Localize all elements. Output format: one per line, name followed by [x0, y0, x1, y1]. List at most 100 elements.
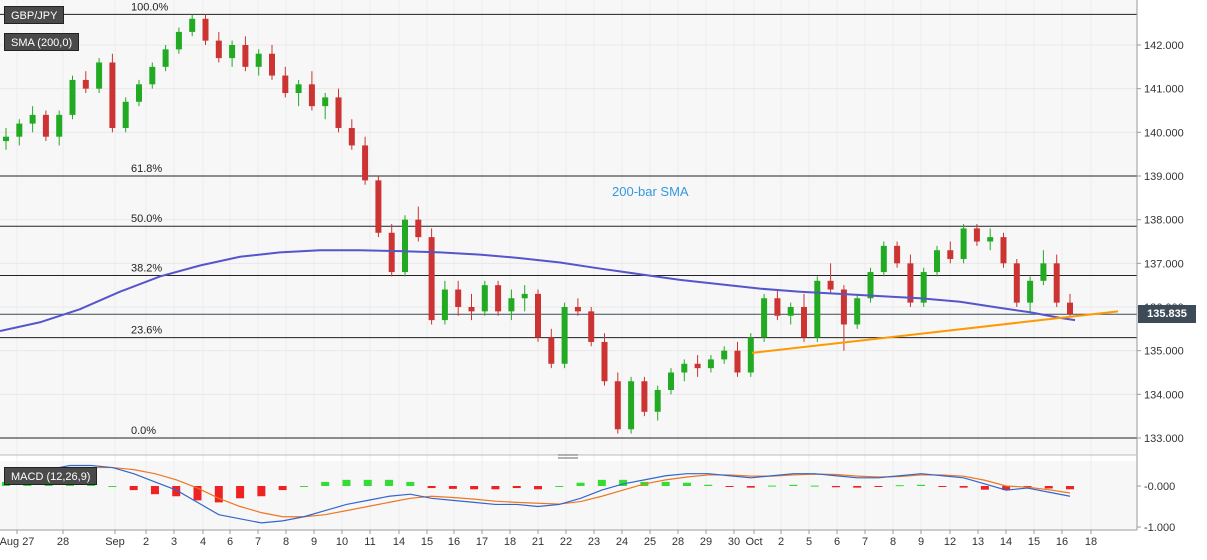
candle — [880, 241, 887, 277]
macd-histogram-bar — [236, 486, 245, 499]
candle — [973, 224, 980, 246]
macd-histogram-bar — [746, 486, 755, 488]
time-tick-label: 13 — [972, 536, 984, 548]
candle-body — [308, 84, 315, 107]
time-tick-label: 15 — [421, 536, 433, 548]
candle — [721, 346, 728, 364]
candle-body — [840, 289, 847, 325]
candle — [854, 293, 861, 329]
candle — [787, 302, 794, 325]
candle-body — [668, 372, 674, 390]
price-tick-label: 141.000 — [1144, 84, 1184, 96]
candle — [1040, 250, 1047, 286]
candle-body — [1000, 237, 1007, 264]
candle — [56, 110, 63, 146]
candle — [229, 40, 236, 67]
macd-badge[interactable]: MACD (12,26,9) — [4, 467, 98, 485]
macd-tick-label: -1.000 — [1144, 522, 1175, 534]
time-tick-label: 3 — [171, 536, 177, 548]
candle — [122, 97, 129, 133]
support-trendline — [751, 310, 1119, 354]
macd-histogram-bar — [342, 479, 351, 486]
candle — [441, 280, 448, 325]
candle-body — [787, 307, 794, 316]
candle-body — [747, 337, 754, 373]
candle-body — [535, 293, 541, 338]
candle — [335, 88, 342, 133]
time-tick-label: Sep — [105, 536, 125, 548]
candle-body — [109, 62, 116, 128]
time-tick-label: 18 — [1085, 536, 1097, 548]
time-tick-label: 8 — [283, 536, 289, 548]
time-tick-label: 24 — [616, 536, 628, 548]
time-tick-label: 14 — [1000, 536, 1012, 548]
time-tick-label: 30 — [728, 536, 740, 548]
candle-body — [269, 53, 275, 76]
sma-annotation: 200-bar SMA — [612, 184, 689, 199]
fibonacci-level-label: 23.6% — [131, 325, 162, 337]
time-tick-label: 23 — [588, 536, 600, 548]
price-tick-label: 133.000 — [1144, 433, 1184, 445]
fibonacci-level-label: 38.2% — [131, 263, 162, 275]
price-tick-label: 134.000 — [1144, 389, 1184, 401]
macd-histogram-bar — [768, 485, 777, 487]
candle — [535, 289, 541, 342]
sma-200-line — [0, 249, 1076, 332]
indicator-badge[interactable]: SMA (200,0) — [4, 33, 80, 51]
candle — [255, 49, 262, 76]
candle — [29, 106, 36, 133]
candle-body — [628, 381, 635, 430]
candle — [814, 276, 821, 342]
time-tick-label: 14 — [393, 536, 405, 548]
macd-histogram-bar — [448, 486, 457, 489]
candle — [1000, 232, 1007, 268]
candle — [668, 368, 674, 395]
candle-body — [1053, 263, 1060, 303]
candle-body — [96, 62, 103, 89]
macd-histogram-bar — [406, 481, 415, 486]
candle-body — [894, 245, 901, 264]
macd-histogram-bar — [278, 486, 287, 491]
candle — [495, 280, 502, 316]
candle-body — [801, 307, 807, 338]
candle-body — [734, 350, 741, 373]
candle-body — [521, 293, 528, 299]
candle-body — [56, 114, 63, 137]
candle — [269, 45, 275, 80]
price-tick-label: 137.000 — [1144, 258, 1184, 270]
candle-body — [375, 180, 382, 233]
time-tick-label: 9 — [918, 536, 924, 548]
candle — [920, 267, 927, 307]
macd-histogram-bar — [1002, 486, 1011, 491]
candle — [468, 293, 475, 321]
candle — [362, 136, 369, 185]
candle-body — [468, 307, 475, 312]
candle — [402, 215, 408, 277]
candle-body — [481, 285, 488, 312]
candle — [109, 53, 116, 133]
time-tick-label: 4 — [200, 536, 206, 548]
candle — [574, 298, 581, 316]
candle-body — [455, 289, 462, 307]
time-tick-label: Aug 27 — [0, 536, 34, 548]
candle — [801, 293, 807, 342]
candle — [96, 58, 103, 94]
panel-resize-handle[interactable] — [558, 454, 578, 459]
time-tick-label: 2 — [143, 536, 149, 548]
fibonacci-level-label: 0.0% — [131, 425, 156, 437]
macd-histogram-bar — [810, 485, 819, 487]
candle-body — [1067, 302, 1073, 314]
candle-body — [867, 272, 874, 299]
candle — [322, 93, 329, 120]
price-tick-label: 135.000 — [1144, 346, 1184, 358]
candle-body — [907, 263, 914, 303]
candle — [175, 27, 182, 54]
symbol-badge[interactable]: GBP/JPY — [4, 6, 65, 24]
macd-histogram-bar — [321, 481, 330, 486]
candle — [827, 263, 834, 294]
time-tick-label: 18 — [504, 536, 516, 548]
candle — [1013, 258, 1020, 307]
candle — [136, 79, 142, 107]
macd-histogram-bar — [172, 486, 181, 497]
